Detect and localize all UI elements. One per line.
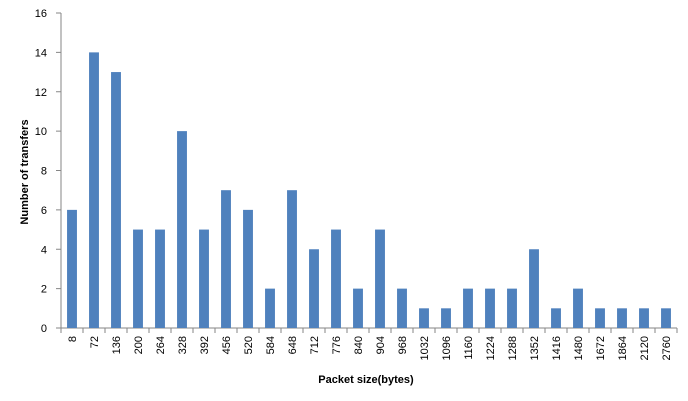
y-tick-label: 10 (35, 126, 47, 138)
x-tick-label: 392 (199, 336, 211, 354)
bar (133, 229, 143, 328)
bar (221, 190, 231, 328)
bar (287, 190, 297, 328)
y-axis: 0 2 4 6 8 10 12 14 16 (35, 8, 62, 335)
bar (617, 308, 627, 328)
y-axis-title: Number of transfers (19, 119, 31, 224)
x-tick-label: 776 (331, 336, 343, 354)
bar (507, 288, 517, 328)
x-tick-label: 136 (111, 336, 123, 354)
bar (485, 288, 495, 328)
y-tick-label: 6 (41, 205, 47, 217)
x-tick-label: 1352 (529, 336, 541, 360)
x-tick-label: 1672 (595, 336, 607, 360)
x-tick-label: 1160 (463, 336, 475, 360)
y-tick-label: 2 (41, 284, 47, 296)
x-tick-label: 840 (353, 336, 365, 354)
x-tick-label: 904 (375, 336, 387, 354)
bar (243, 209, 253, 328)
x-tick-label: 520 (243, 336, 255, 354)
bar (639, 308, 649, 328)
bar (463, 288, 473, 328)
y-tick-label: 0 (41, 323, 47, 335)
x-tick-label: 264 (155, 336, 167, 354)
bar (595, 308, 605, 328)
x-tick-label: 968 (397, 336, 409, 354)
x-tick-label: 328 (177, 336, 189, 354)
x-tick-label: 1416 (551, 336, 563, 360)
x-tick-label: 1480 (573, 336, 585, 360)
bars (67, 52, 671, 328)
bar (551, 308, 561, 328)
bar (353, 288, 363, 328)
bar (661, 308, 671, 328)
x-tick-label: 8 (67, 336, 79, 342)
x-tick-label: 1096 (441, 336, 453, 360)
x-tick-label: 584 (265, 336, 277, 354)
bar (199, 229, 209, 328)
bar (573, 288, 583, 328)
x-tick-label: 1224 (485, 336, 497, 360)
bar (529, 249, 539, 328)
x-tick-label: 2120 (639, 336, 651, 360)
bar (89, 52, 99, 328)
y-tick-label: 14 (35, 47, 47, 59)
x-tick-label: 1288 (507, 336, 519, 360)
bar (265, 288, 275, 328)
y-tick-label: 4 (41, 244, 47, 256)
x-tick-label: 200 (133, 336, 145, 354)
x-tick-label: 2760 (661, 336, 673, 360)
bar (397, 288, 407, 328)
y-tick-label: 16 (35, 8, 47, 20)
bar (111, 72, 121, 328)
x-tick-label: 72 (89, 336, 101, 348)
bar (309, 249, 319, 328)
x-tick-label: 712 (309, 336, 321, 354)
bar (441, 308, 451, 328)
bar (419, 308, 429, 328)
x-axis: 8 72 136 200 264 328 392 456 520 584 648 712 776 840 9… (60, 327, 678, 360)
y-tick-label: 12 (35, 87, 47, 99)
bar (331, 229, 341, 328)
bar (155, 229, 165, 328)
bar (375, 229, 385, 328)
x-tick-label: 456 (221, 336, 233, 354)
x-tick-label: 1864 (617, 336, 629, 360)
y-tick-label: 8 (41, 166, 47, 178)
x-tick-label: 648 (287, 336, 299, 354)
bar (177, 131, 187, 328)
x-tick-label: 1032 (419, 336, 431, 360)
bar (67, 209, 77, 328)
x-axis-title: Packet size(bytes) (318, 374, 414, 386)
